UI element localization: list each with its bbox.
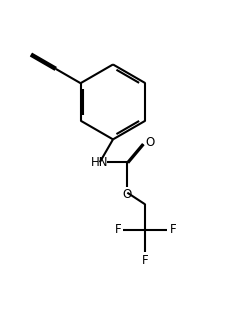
Text: HN: HN	[91, 156, 108, 169]
Text: F: F	[114, 223, 120, 236]
Text: F: F	[169, 223, 175, 236]
Text: O: O	[144, 136, 154, 149]
Text: O: O	[122, 187, 131, 201]
Text: F: F	[141, 254, 148, 267]
